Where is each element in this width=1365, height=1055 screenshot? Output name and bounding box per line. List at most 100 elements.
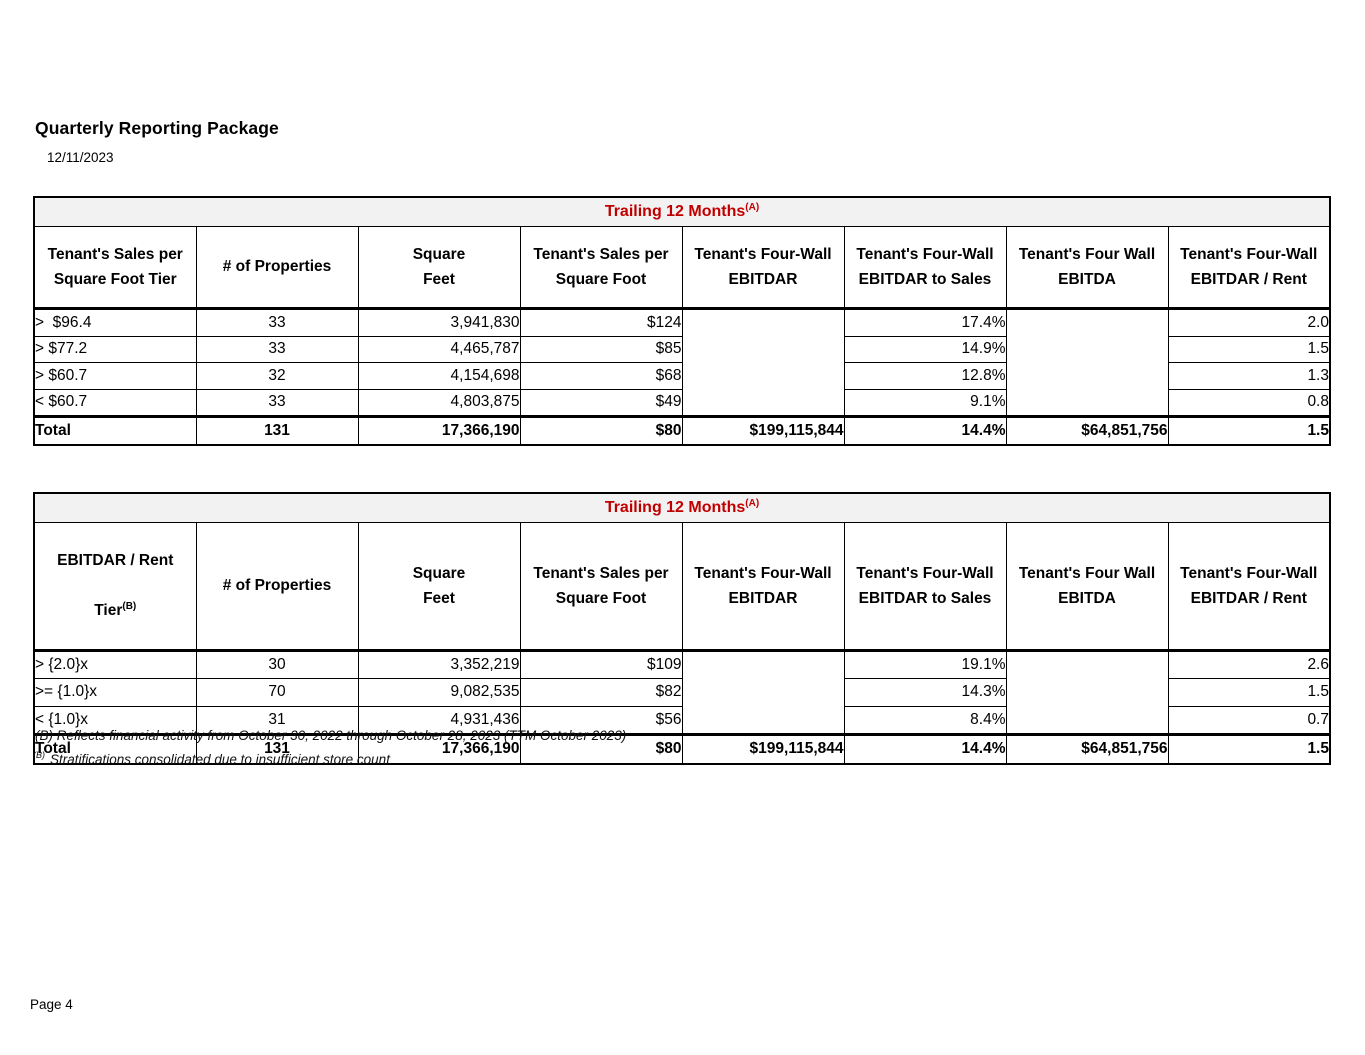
sales-psf-cell: $56: [519, 705, 683, 736]
square-feet-cell: 3,352,219: [357, 649, 521, 680]
ebitdar-to-sales-cell: 14.9%: [843, 335, 1007, 363]
sales-psf-tier-table: Trailing 12 Months(A) Tenant's Sales per…: [33, 196, 1331, 446]
table-row: < $60.7 33 4,803,875 $49 9.1% 0.8: [33, 388, 1331, 417]
footnote-stratifications: (B) Stratifications consolidated due to i…: [33, 750, 390, 767]
table-title: Trailing 12 Months: [604, 499, 746, 517]
col-header-ebitdar-rent: Tenant's Four-Wall EBITDAR / Rent: [1167, 226, 1331, 310]
sales-psf-cell: $82: [519, 678, 683, 707]
table-row: > $77.2 33 4,465,787 $85 14.9% 1.5: [33, 335, 1331, 363]
ebitdar-rent-cell: 0.7: [1167, 705, 1331, 736]
ebitdar-rent-cell: 1.3: [1167, 362, 1331, 390]
table-title-band: Trailing 12 Months(A): [33, 196, 1331, 227]
table-row: >= {1.0}x 70 9,082,535 $82 14.3% 1.5: [33, 678, 1331, 707]
total-ebitdar-to-sales-cell: 14.4%: [843, 733, 1007, 765]
square-feet-cell: 4,931,436: [357, 705, 521, 736]
properties-cell: 33: [195, 335, 359, 363]
col-header-properties: # of Properties: [195, 522, 359, 652]
properties-cell: 30: [195, 649, 359, 680]
square-feet-cell: 9,082,535: [357, 678, 521, 707]
total-square-feet-cell: 17,366,190: [357, 733, 521, 765]
sales-psf-cell: $49: [519, 388, 683, 417]
col-header-square-feet: Square Feet: [357, 226, 521, 310]
col-header-square-feet: Square Feet: [357, 522, 521, 652]
page-title: Quarterly Reporting Package: [35, 118, 279, 138]
tier-cell: > {2.0}x: [33, 649, 197, 680]
square-feet-cell: 4,803,875: [357, 388, 521, 417]
tier-cell: > $96.4: [33, 308, 197, 337]
total-ebitda-cell: $64,851,756: [1005, 415, 1169, 445]
col-header-line1: EBITDAR / Rent: [57, 552, 174, 570]
tier-cell: < {1.0}x: [33, 705, 197, 736]
ebitdar-rent-cell: 1.5: [1167, 678, 1331, 707]
total-label-cell: Total: [33, 733, 197, 765]
ebitdar-to-sales-cell: 12.8%: [843, 362, 1007, 390]
col-header-tier: Tenant's Sales per Square Foot Tier: [33, 226, 197, 310]
ebitdar-to-sales-cell: 14.3%: [843, 678, 1007, 707]
report-date: 12/11/2023: [47, 150, 114, 165]
col-header-ebitda: Tenant's Four Wall EBITDA: [1005, 522, 1169, 652]
table-title-row: Trailing 12 Months(A): [33, 492, 1331, 523]
col-header-line2: Tier(B): [94, 601, 137, 620]
sales-psf-cell: $124: [519, 308, 683, 337]
column-header-row: EBITDAR / Rent Tier(B) # of Properties S…: [33, 522, 1331, 652]
total-ebitdar-cell: $199,115,844: [681, 415, 845, 445]
tier-cell: >= {1.0}x: [33, 678, 197, 707]
table-row: > $96.4 33 3,941,830 $124 17.4% 2.0: [33, 308, 1331, 417]
table-title-superscript: (A): [745, 498, 760, 510]
col-header-sales-psf: Tenant's Sales per Square Foot: [519, 522, 683, 652]
properties-cell: 33: [195, 308, 359, 337]
ebitdar-blank-cell: [681, 649, 845, 736]
col-header-ebitdar-rent-tier: EBITDAR / Rent Tier(B): [33, 522, 197, 652]
total-row: Total 131 17,366,190 $80 $199,115,844 14…: [33, 415, 1331, 445]
table-title-band: Trailing 12 Months(A): [33, 492, 1331, 523]
col-header-superscript: (B): [122, 601, 137, 613]
column-header-row: Tenant's Sales per Square Foot Tier # of…: [33, 226, 1331, 310]
tier-cell: > $60.7: [33, 362, 197, 390]
ebitdar-rent-cell: 2.6: [1167, 649, 1331, 680]
ebitdar-rent-cell: 1.5: [1167, 335, 1331, 363]
total-ebitdar-cell: $199,115,844: [681, 733, 845, 765]
sales-psf-cell: $85: [519, 335, 683, 363]
ebitdar-blank-cell: [681, 308, 845, 417]
col-header-sales-psf: Tenant's Sales per Square Foot: [519, 226, 683, 310]
properties-cell: 33: [195, 388, 359, 417]
col-header-ebitdar-to-sales: Tenant's Four-Wall EBITDAR to Sales: [843, 522, 1007, 652]
total-ebitdar-rent-cell: 1.5: [1167, 733, 1331, 765]
col-header-ebitda: Tenant's Four Wall EBITDA: [1005, 226, 1169, 310]
table-title-row: Trailing 12 Months(A): [33, 196, 1331, 227]
footnote-ttm: (B) Reflects financial activity from Oct…: [35, 728, 627, 743]
table-row: > $60.7 32 4,154,698 $68 12.8% 1.3: [33, 362, 1331, 390]
square-feet-cell: 4,154,698: [357, 362, 521, 390]
total-ebitdar-to-sales-cell: 14.4%: [843, 415, 1007, 445]
total-row: Total 131 17,366,190 $80 $199,115,844 14…: [33, 733, 1331, 765]
sales-psf-cell: $109: [519, 649, 683, 680]
ebitdar-to-sales-cell: 17.4%: [843, 308, 1007, 337]
ebitdar-rent-tier-table: Trailing 12 Months(A) EBITDAR / Rent Tie…: [33, 492, 1331, 765]
tier-cell: < $60.7: [33, 388, 197, 417]
ebitdar-to-sales-cell: 19.1%: [843, 649, 1007, 680]
total-properties-cell: 131: [195, 733, 359, 765]
ebitda-blank-cell: [1005, 308, 1169, 417]
ebitdar-rent-cell: 0.8: [1167, 388, 1331, 417]
table-row: > {2.0}x 30 3,352,219 $109 19.1% 2.6: [33, 649, 1331, 736]
total-ebitda-cell: $64,851,756: [1005, 733, 1169, 765]
col-header-ebitdar-rent: Tenant's Four-Wall EBITDAR / Rent: [1167, 522, 1331, 652]
table-title: Trailing 12 Months: [604, 203, 746, 221]
col-header-ebitdar: Tenant's Four-Wall EBITDAR: [681, 522, 845, 652]
properties-cell: 32: [195, 362, 359, 390]
sales-psf-cell: $68: [519, 362, 683, 390]
col-header-ebitdar: Tenant's Four-Wall EBITDAR: [681, 226, 845, 310]
total-label-cell: Total: [33, 415, 197, 445]
total-sales-psf-cell: $80: [519, 733, 683, 765]
properties-cell: 70: [195, 678, 359, 707]
total-ebitdar-rent-cell: 1.5: [1167, 415, 1331, 445]
footnote-superscript: (B): [33, 750, 45, 760]
square-feet-cell: 4,465,787: [357, 335, 521, 363]
tier-cell: > $77.2: [33, 335, 197, 363]
total-square-feet-cell: 17,366,190: [357, 415, 521, 445]
ebitda-blank-cell: [1005, 649, 1169, 736]
square-feet-cell: 3,941,830: [357, 308, 521, 337]
ebitdar-to-sales-cell: 8.4%: [843, 705, 1007, 736]
total-properties-cell: 131: [195, 415, 359, 445]
ebitdar-to-sales-cell: 9.1%: [843, 388, 1007, 417]
